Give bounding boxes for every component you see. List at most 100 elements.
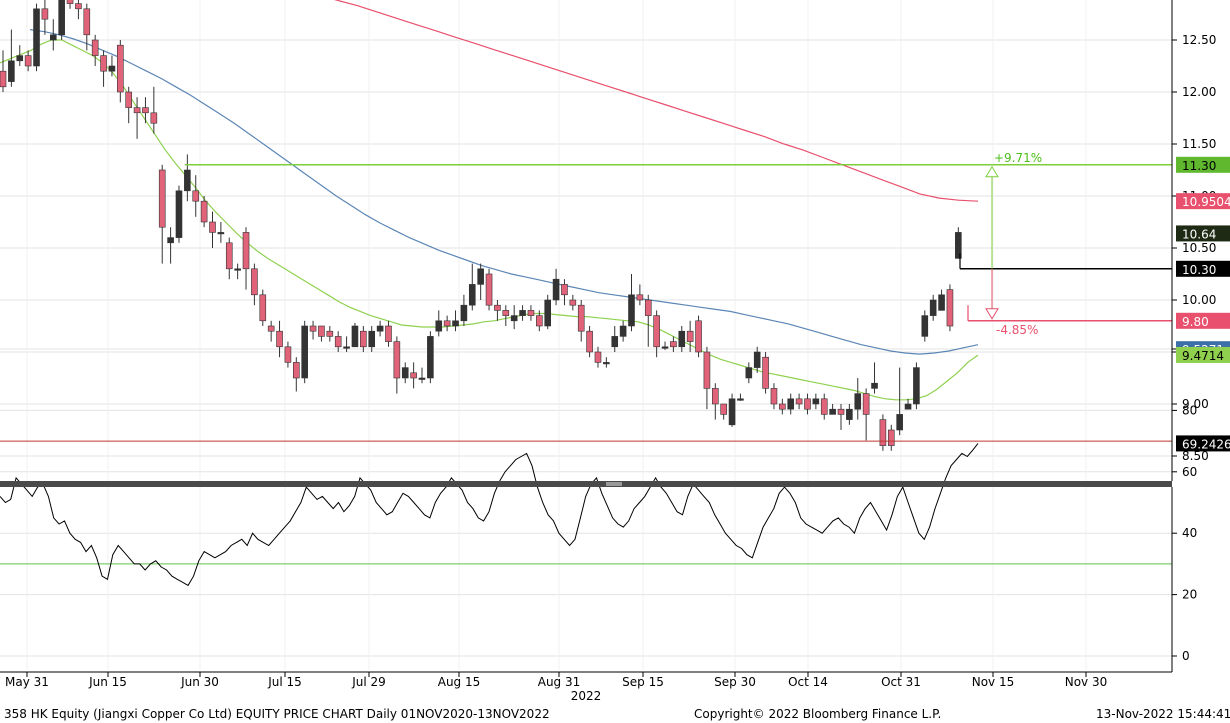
candle [485, 268, 493, 311]
candle-body [644, 299, 652, 316]
candle [812, 393, 820, 410]
sma-red-tag: 10.9504 [1182, 195, 1230, 209]
candle-body [561, 284, 568, 296]
candle [360, 326, 367, 352]
candle-body [728, 398, 736, 426]
resistance-tag-bg [1176, 156, 1230, 173]
candle-body [410, 372, 417, 379]
candle [276, 320, 283, 358]
candle [569, 294, 577, 311]
candle-body [879, 419, 887, 446]
candle [745, 362, 753, 384]
candle [753, 346, 761, 373]
candle [267, 320, 275, 342]
candle-body [703, 351, 711, 389]
candle-body [661, 346, 669, 349]
down-arrow-head [985, 308, 999, 320]
candle [770, 383, 778, 410]
candle [820, 393, 828, 420]
axis-tags: 11.3010.950410.6410.309.809.52719.471469… [1176, 156, 1230, 452]
candle [435, 310, 443, 337]
candle-body [225, 242, 233, 270]
candle [762, 352, 769, 394]
candle [628, 274, 635, 332]
candle [829, 404, 836, 415]
candle [410, 362, 417, 389]
candle-body [938, 294, 945, 311]
resistance-tag: 11.30 [1182, 159, 1216, 173]
candle [41, 0, 49, 35]
candle [234, 263, 241, 280]
candle [871, 362, 878, 394]
candle [644, 294, 652, 347]
candle-body [636, 294, 644, 301]
rsi-tick-label: 40 [1182, 526, 1197, 540]
rsi-tick-label: 0 [1182, 649, 1190, 663]
date-tick-label: May 31 [5, 675, 49, 689]
price-tick-label: 12.00 [1182, 85, 1216, 99]
candle-body [955, 232, 962, 259]
candle-body [494, 304, 501, 311]
candle-body [267, 325, 275, 332]
sma-green-tag: 9.4714 [1182, 349, 1224, 363]
candle [854, 378, 862, 420]
candle [58, 0, 65, 40]
candle-body [862, 393, 870, 415]
date-tick-label: Nov 30 [1065, 675, 1108, 689]
candle-body [418, 377, 426, 380]
date-tick-label: Oct 14 [788, 675, 828, 689]
candle-body [259, 294, 267, 322]
candle-body [460, 304, 468, 322]
candle-body [133, 107, 141, 114]
rsi-tick-label: 80 [1182, 403, 1197, 417]
candle [292, 357, 300, 392]
date-tick-label: Nov 15 [972, 675, 1015, 689]
candle [125, 86, 132, 124]
candle-body [251, 268, 258, 296]
rsi-tick-label: 60 [1182, 465, 1197, 479]
candle-body [8, 60, 15, 82]
candle-body [502, 310, 510, 316]
candle [846, 404, 853, 425]
candle [787, 393, 795, 415]
candle-body [91, 39, 99, 56]
candle-body [820, 398, 828, 415]
candle [418, 367, 426, 384]
up-arrow-head [985, 165, 999, 178]
candle-body [846, 408, 853, 420]
candle-body [41, 8, 49, 20]
candle [284, 341, 292, 368]
candle-body [167, 237, 174, 244]
candle-body [913, 367, 920, 405]
candle-body [83, 8, 91, 36]
candle-body [368, 330, 376, 348]
date-tick-label: Oct 31 [881, 675, 921, 689]
candle-body [200, 200, 208, 223]
close-tag: 10.64 [1182, 227, 1216, 241]
candle [519, 305, 526, 321]
price-tick-label: 10.00 [1182, 293, 1216, 307]
candle [544, 294, 552, 330]
candle-body [284, 346, 292, 363]
candle [401, 362, 409, 384]
candle [318, 325, 325, 342]
candle [192, 175, 200, 217]
candle-body [309, 325, 317, 332]
candle-body [711, 388, 719, 405]
candle-body [33, 8, 40, 67]
candle [75, 0, 82, 20]
candle [779, 398, 786, 415]
date-tick-label: Jul 15 [267, 675, 302, 689]
candle-body [762, 356, 769, 389]
support-tag-bg [1176, 312, 1230, 329]
candle-body [435, 320, 443, 332]
candle [133, 97, 141, 139]
candle-body [452, 320, 459, 327]
candle [904, 398, 912, 410]
rsi-tag-bg [1176, 435, 1230, 452]
candle [955, 227, 962, 259]
candle-body [427, 336, 434, 379]
candle-body [519, 310, 526, 316]
candle-body [586, 330, 593, 353]
candle [619, 320, 627, 342]
